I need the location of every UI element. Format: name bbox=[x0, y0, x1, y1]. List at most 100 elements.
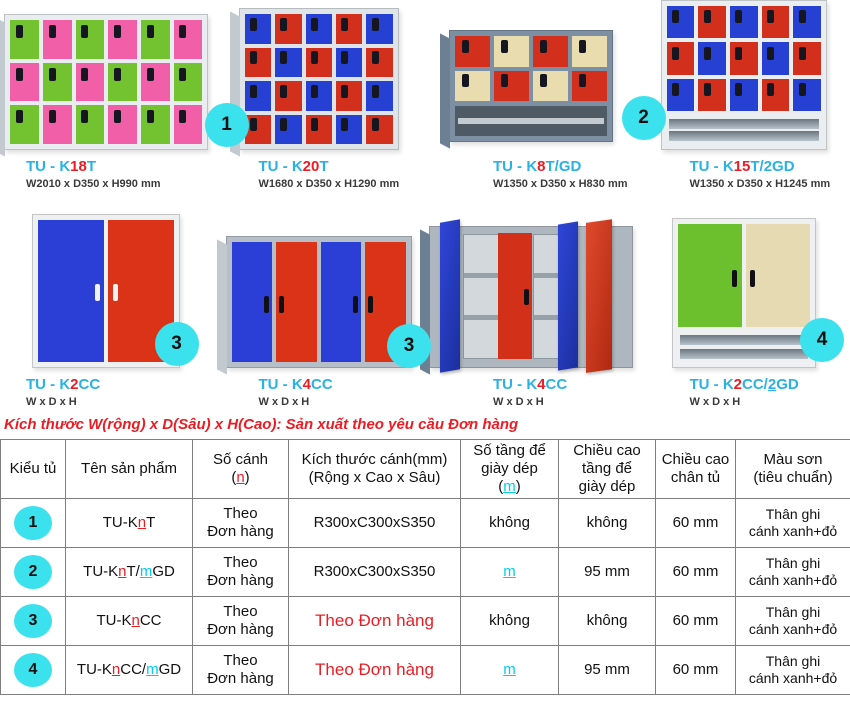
vent-slot-icon bbox=[735, 46, 743, 60]
locker-door bbox=[244, 114, 272, 144]
text-part: Thân ghi cánh xanh+đỏ bbox=[748, 604, 838, 637]
vent-slot-icon bbox=[15, 25, 23, 39]
door-grid bbox=[673, 219, 815, 332]
vent-slot-icon bbox=[672, 82, 680, 96]
number-badge: 3 bbox=[387, 324, 431, 368]
vent-slot-icon bbox=[672, 10, 680, 24]
locker-door bbox=[244, 81, 272, 111]
locker-door bbox=[335, 114, 363, 144]
vent-slot-icon bbox=[48, 25, 56, 39]
interior-shelf bbox=[463, 272, 498, 278]
cell-badge: 4 bbox=[0, 645, 66, 695]
text-part: TU - K bbox=[258, 158, 303, 175]
cell-so_canh: Theo Đơn hàng bbox=[192, 498, 289, 548]
locker-door bbox=[455, 36, 491, 67]
vent-slot-icon bbox=[371, 84, 379, 98]
product-card: 3 TU - K4CC W x D x H bbox=[213, 200, 431, 412]
cell-name: TU-KnCC bbox=[65, 596, 193, 646]
spec-table: Kiểu tủ Tên sản phẩm Số cánh (n) Kích thước… bbox=[0, 439, 850, 695]
text-part: Số tầng để giày dép ( bbox=[473, 442, 546, 495]
text-part: 2 bbox=[767, 376, 777, 393]
locker-door bbox=[335, 47, 363, 77]
locker-door bbox=[173, 20, 203, 59]
spec-table-head: Kiểu tủ Tên sản phẩm Số cánh (n) Kích thước… bbox=[0, 439, 850, 499]
product-card: TU - K15T/2GD W1350 x D350 x H1245 mm bbox=[638, 0, 850, 200]
row-number-badge: 3 bbox=[14, 604, 52, 638]
cell-badge: 3 bbox=[0, 596, 66, 646]
locker-door bbox=[745, 224, 810, 327]
cell-badge: 2 bbox=[0, 547, 66, 597]
locker-door bbox=[244, 47, 272, 77]
locker-door bbox=[173, 62, 203, 102]
door-handle-icon bbox=[353, 296, 359, 313]
locker-door bbox=[244, 14, 272, 44]
locker-door bbox=[305, 14, 332, 44]
locker-door bbox=[10, 105, 39, 144]
vent-slot-icon bbox=[310, 84, 318, 98]
locker-door bbox=[761, 6, 790, 39]
vent-slot-icon bbox=[15, 110, 23, 124]
vent-slot-icon bbox=[579, 74, 587, 88]
vent-slot-icon bbox=[501, 74, 509, 88]
text-part: Theo Đơn hàng bbox=[315, 659, 434, 679]
header-name: Tên sản phẩm bbox=[65, 439, 193, 499]
vent-slot-icon bbox=[798, 10, 806, 24]
text-part: 2 bbox=[70, 376, 79, 393]
vent-slot-icon bbox=[767, 82, 775, 96]
number-badge: 3 bbox=[154, 322, 199, 366]
cell-so_tang: không bbox=[460, 596, 559, 646]
text-part: n bbox=[236, 469, 245, 486]
locker-door bbox=[366, 81, 393, 111]
product-grid: 1 TU - K18T W2010 x D350 x H990 mm TU - K20… bbox=[0, 0, 850, 412]
cell-so_tang: không bbox=[460, 498, 559, 548]
cell-mau_son: Thân ghi cánh xanh+đỏ bbox=[735, 547, 850, 597]
door-grid bbox=[240, 9, 398, 149]
locker-door bbox=[75, 105, 105, 144]
locker-cabinet bbox=[225, 236, 412, 368]
vent-slot-icon bbox=[735, 82, 743, 96]
vent-slot-icon bbox=[341, 51, 349, 65]
locker-door bbox=[761, 78, 790, 111]
locker-door bbox=[42, 105, 72, 144]
text-part: TU - K bbox=[26, 376, 71, 393]
vent-slot-icon bbox=[179, 110, 187, 124]
cell-chan_tu: 60 mm bbox=[655, 547, 736, 597]
text-part: T bbox=[319, 158, 329, 175]
text-part: 95 mm bbox=[584, 563, 630, 580]
locker-door bbox=[10, 20, 39, 59]
text-part: không bbox=[489, 612, 530, 629]
header-cao_tang: Chiều cao tầng để giày dép bbox=[558, 439, 656, 499]
text-part: ) bbox=[515, 478, 521, 495]
locker-door bbox=[275, 47, 302, 77]
locker-door bbox=[729, 6, 758, 39]
vent-slot-icon bbox=[462, 39, 470, 53]
interior-shelf bbox=[534, 272, 561, 278]
locker-door bbox=[666, 78, 695, 111]
text-part: n bbox=[131, 612, 140, 629]
locker-door bbox=[38, 220, 105, 362]
cell-badge: 1 bbox=[0, 498, 66, 548]
vent-slot-icon bbox=[540, 74, 548, 88]
text-part: 4 bbox=[302, 376, 312, 393]
vent-slot-icon bbox=[798, 46, 806, 60]
vent-slot-icon bbox=[250, 51, 258, 65]
locker-illustration bbox=[213, 0, 426, 150]
door-handle-icon bbox=[732, 270, 738, 288]
locker-illustration bbox=[638, 200, 850, 368]
product-dimensions: W x D x H bbox=[493, 396, 544, 408]
cell-cao_tang: 95 mm bbox=[558, 547, 656, 597]
locker-illustration bbox=[638, 0, 850, 150]
locker-door bbox=[666, 6, 695, 39]
cell-cao_tang: 95 mm bbox=[558, 645, 656, 695]
vent-slot-icon bbox=[371, 17, 379, 31]
vent-slot-icon bbox=[341, 118, 349, 132]
text-part: R300xC300xS350 bbox=[313, 563, 436, 580]
number-badge: 1 bbox=[204, 103, 249, 147]
locker-cabinet bbox=[660, 0, 827, 150]
vent-slot-icon bbox=[146, 25, 154, 39]
text-part: R300xC300xS350 bbox=[313, 514, 436, 531]
shoe-shelf-zone bbox=[455, 106, 608, 136]
text-part: TU-K bbox=[76, 661, 112, 678]
locker-door bbox=[10, 62, 39, 102]
door-handle-icon bbox=[112, 283, 118, 301]
